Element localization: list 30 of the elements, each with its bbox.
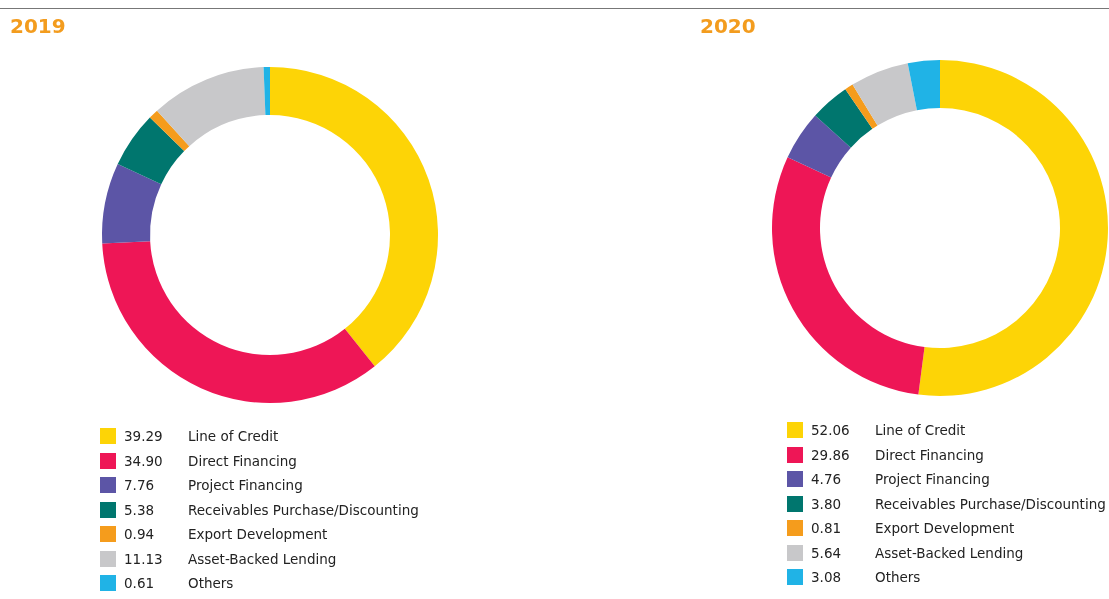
donut-slice: [918, 60, 1108, 396]
legend-label: 5.64 Asset-Backed Lending: [811, 544, 1024, 561]
donut-slice: [263, 67, 270, 116]
donut-slice: [102, 241, 375, 403]
legend-label: 7.76 Project Financing: [124, 477, 303, 494]
legend-label: 0.61 Others: [124, 575, 234, 592]
chart-title: 2020: [700, 14, 756, 38]
legend-label: 0.81 Export Development: [811, 520, 1015, 537]
legend-label: 4.76 Project Financing: [811, 471, 990, 488]
legend-label: 0.94 Export Development: [124, 526, 328, 543]
legend-label: 3.80 Receivables Purchase/Discounting: [811, 495, 1106, 512]
legend-label: 11.13 Asset-Backed Lending: [124, 550, 337, 567]
legend-label: 39.29 Line of Credit: [124, 428, 279, 445]
donut-slice: [270, 67, 438, 367]
donut-slice: [149, 110, 190, 152]
donut-slice: [117, 117, 185, 185]
chart-title: 2019: [10, 14, 66, 38]
legend-label: 29.86 Direct Financing: [811, 446, 984, 463]
donut-slice: [845, 84, 878, 129]
legend-label: 34.90 Direct Financing: [124, 452, 297, 469]
donut-slice: [815, 89, 873, 148]
donut-slice: [157, 67, 266, 147]
legend-label: 5.38 Receivables Purchase/Discounting: [124, 501, 419, 518]
donut-slice: [907, 60, 940, 111]
donut-slice: [787, 115, 851, 178]
donut-slice: [772, 157, 925, 395]
donut-slice: [102, 164, 162, 244]
legend-label: 3.08 Others: [811, 569, 921, 586]
donut-slice: [852, 63, 917, 126]
legend-label: 52.06 Line of Credit: [811, 422, 966, 439]
